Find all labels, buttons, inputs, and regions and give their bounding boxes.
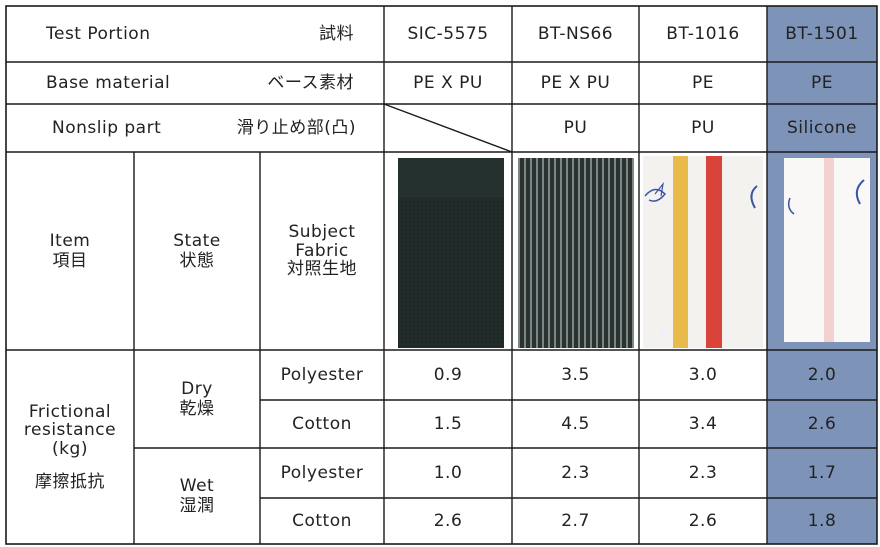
pale-pink-stripe-swatch-icon bbox=[784, 158, 870, 342]
value-wet-cotton-2: 2.7 bbox=[561, 510, 590, 531]
value-dry-polyester-2: 3.5 bbox=[561, 364, 590, 385]
nonslip-4: Silicone bbox=[787, 117, 857, 138]
friction-line2: resistance bbox=[23, 420, 117, 441]
item-label: Item 項目 bbox=[6, 152, 134, 350]
friction-unit: (kg) bbox=[52, 439, 88, 459]
fabric-polyester-dry: Polyester bbox=[280, 364, 364, 385]
friction-line1: Frictional bbox=[28, 401, 112, 422]
subject-jp: 対照生地 bbox=[287, 259, 357, 280]
state-en: State bbox=[173, 230, 221, 251]
item-jp: 項目 bbox=[52, 251, 88, 271]
value-dry-polyester-4: 2.0 bbox=[807, 364, 837, 385]
wet-jp: 湿潤 bbox=[179, 496, 215, 516]
value-wet-polyester-4: 1.7 bbox=[807, 462, 837, 483]
nonslip-3: PU bbox=[691, 117, 715, 138]
wet-en: Wet bbox=[179, 475, 215, 496]
striped-ribbed-swatch-icon bbox=[518, 158, 634, 348]
nonslip-2: PU bbox=[563, 117, 588, 138]
product-name-2: BT-NS66 bbox=[537, 23, 614, 44]
product-name-3: BT-1016 bbox=[666, 23, 740, 44]
base-material-1: PE X PU bbox=[413, 72, 483, 93]
test-portion-jp: 試料 bbox=[319, 23, 354, 44]
yellow-red-stripe-swatch-icon bbox=[643, 156, 763, 348]
value-wet-cotton-3: 2.6 bbox=[688, 510, 718, 531]
header-base-material: Base material ベース素材 bbox=[6, 62, 384, 104]
friction-jp: 摩擦抵抗 bbox=[35, 471, 105, 492]
product-name-1: SIC-5575 bbox=[407, 23, 489, 44]
value-dry-polyester-1: 0.9 bbox=[433, 364, 463, 385]
dark-knit-swatch-icon bbox=[398, 158, 504, 348]
value-dry-cotton-1: 1.5 bbox=[433, 413, 463, 434]
dry-jp: 乾燥 bbox=[179, 399, 215, 419]
base-material-jp: ベース素材 bbox=[267, 72, 354, 93]
state-dry-label: Dry 乾燥 bbox=[134, 350, 260, 448]
subject-fabric-label: Subject Fabric 対照生地 bbox=[260, 152, 384, 350]
base-material-4: PE bbox=[811, 72, 833, 93]
value-wet-polyester-1: 1.0 bbox=[433, 462, 463, 483]
value-dry-cotton-2: 4.5 bbox=[561, 413, 590, 434]
nonslip-1 bbox=[384, 104, 512, 152]
nonslip-en: Nonslip part bbox=[52, 117, 162, 138]
subject-line2: Fabric bbox=[295, 240, 349, 261]
state-label: State 状態 bbox=[134, 152, 260, 350]
fabric-polyester-wet: Polyester bbox=[280, 462, 364, 483]
frictional-resistance-label: Frictional resistance (kg) 摩擦抵抗 bbox=[6, 350, 134, 544]
value-wet-polyester-2: 2.3 bbox=[561, 462, 590, 483]
value-wet-cotton-4: 1.8 bbox=[807, 510, 837, 531]
state-wet-label: Wet 湿潤 bbox=[134, 448, 260, 544]
value-dry-cotton-4: 2.6 bbox=[807, 413, 837, 434]
header-nonslip-part: Nonslip part 滑り止め部(凸) bbox=[6, 104, 384, 152]
dry-en: Dry bbox=[181, 378, 213, 399]
fabric-cotton-dry: Cotton bbox=[292, 413, 352, 434]
item-en: Item bbox=[49, 230, 91, 251]
base-material-en: Base material bbox=[46, 72, 171, 93]
value-wet-cotton-1: 2.6 bbox=[433, 510, 463, 531]
product-name-4: BT-1501 bbox=[785, 23, 859, 44]
value-wet-polyester-3: 2.3 bbox=[688, 462, 718, 483]
test-portion-en: Test Portion bbox=[46, 23, 151, 44]
base-material-2: PE X PU bbox=[540, 72, 611, 93]
state-jp: 状態 bbox=[179, 251, 215, 271]
value-dry-cotton-3: 3.4 bbox=[688, 413, 718, 434]
header-test-portion: Test Portion 試料 bbox=[6, 6, 384, 62]
fabric-cotton-wet: Cotton bbox=[292, 510, 352, 531]
value-dry-polyester-3: 3.0 bbox=[688, 364, 718, 385]
nonslip-jp: 滑り止め部(凸) bbox=[236, 117, 356, 138]
base-material-3: PE bbox=[692, 72, 714, 93]
subject-line1: Subject bbox=[288, 221, 356, 242]
